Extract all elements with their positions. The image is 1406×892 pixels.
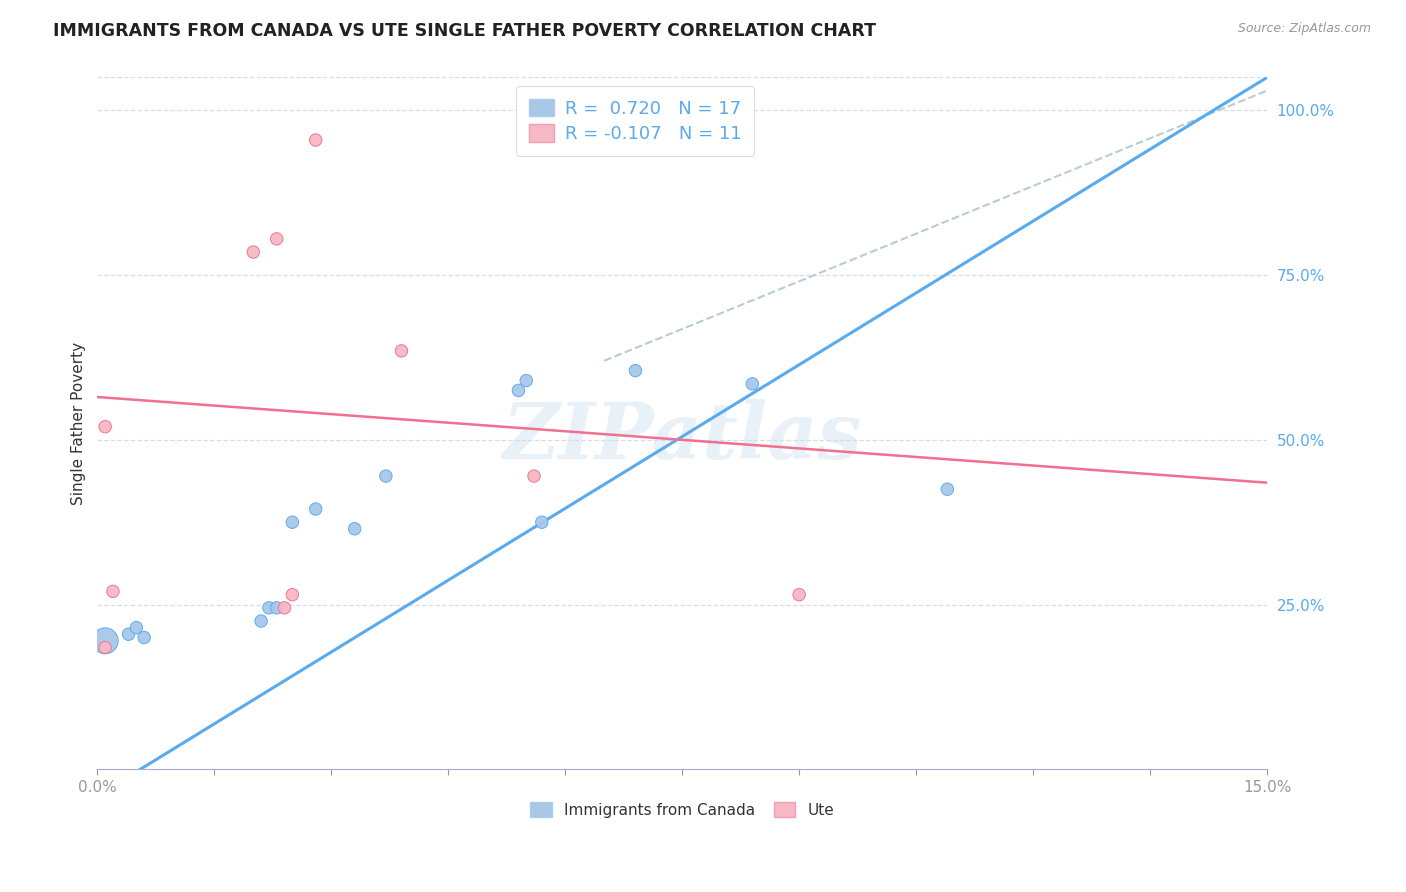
Point — [273, 600, 295, 615]
Point — [117, 627, 139, 641]
Point — [134, 631, 156, 645]
Text: IMMIGRANTS FROM CANADA VS UTE SINGLE FATHER POVERTY CORRELATION CHART: IMMIGRANTS FROM CANADA VS UTE SINGLE FAT… — [53, 22, 876, 40]
Point — [101, 584, 124, 599]
Point — [305, 502, 328, 516]
Point — [266, 232, 288, 246]
Text: ZIPatlas: ZIPatlas — [502, 399, 862, 475]
Point — [374, 469, 396, 483]
Point — [936, 483, 959, 497]
Legend: Immigrants from Canada, Ute: Immigrants from Canada, Ute — [524, 797, 839, 824]
Point — [125, 621, 148, 635]
Point — [515, 374, 537, 388]
Point — [508, 384, 530, 398]
Point — [94, 633, 117, 648]
Y-axis label: Single Father Poverty: Single Father Poverty — [72, 342, 86, 505]
Point — [305, 133, 328, 147]
Point — [266, 600, 288, 615]
Point — [530, 515, 553, 529]
Point — [281, 588, 304, 602]
Point — [94, 419, 117, 434]
Point — [257, 600, 280, 615]
Point — [787, 588, 810, 602]
Point — [624, 364, 647, 378]
Point — [741, 376, 763, 391]
Text: Source: ZipAtlas.com: Source: ZipAtlas.com — [1237, 22, 1371, 36]
Point — [281, 515, 304, 529]
Point — [523, 469, 546, 483]
Point — [343, 522, 366, 536]
Point — [242, 245, 264, 260]
Point — [250, 614, 273, 628]
Point — [94, 640, 117, 655]
Point — [391, 343, 413, 358]
